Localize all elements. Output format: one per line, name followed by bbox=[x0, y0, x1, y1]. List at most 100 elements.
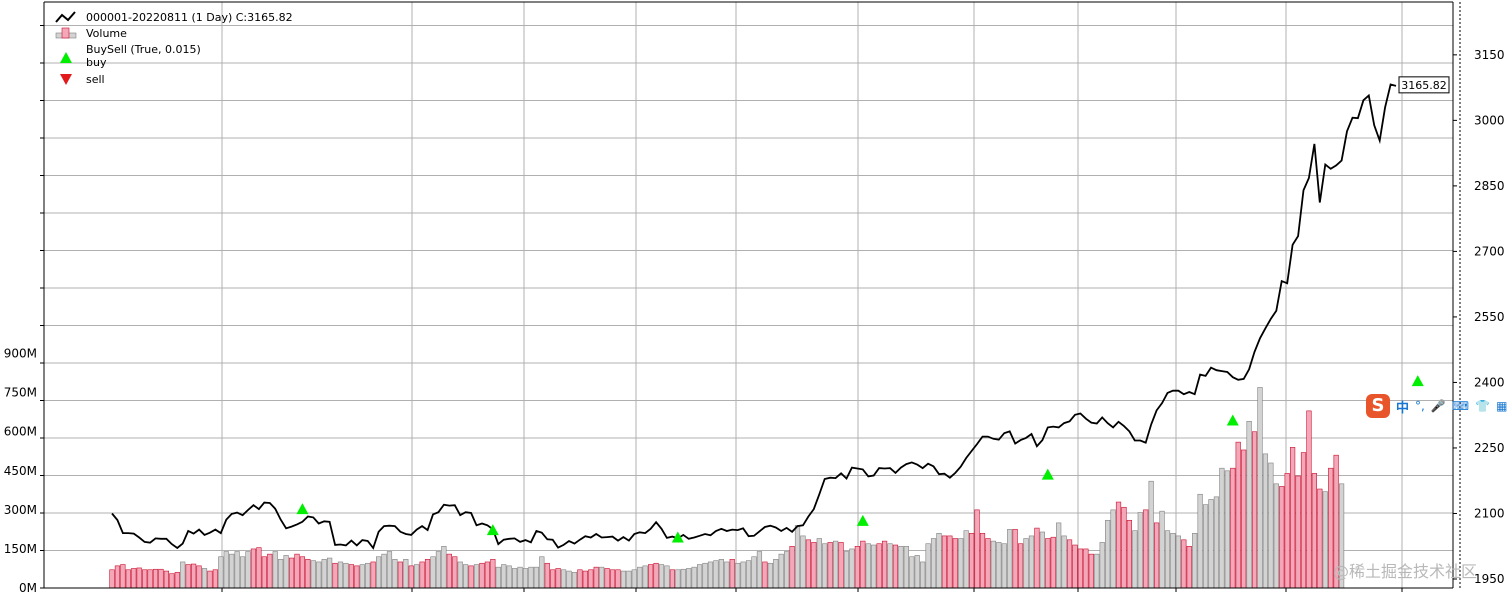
volume-bar bbox=[599, 566, 605, 589]
volume-bar bbox=[473, 564, 480, 589]
price-axis: 1950 2100 2250 2400 2550 2700 2850 3000 3150 bbox=[1453, 48, 1505, 586]
volume-bar bbox=[441, 546, 447, 589]
volume-bar bbox=[1262, 453, 1269, 589]
price-tick-label: 2400 bbox=[1474, 375, 1505, 389]
price-tick-label: 3000 bbox=[1474, 113, 1505, 127]
volume-bar bbox=[1083, 548, 1089, 589]
volume-bar bbox=[642, 565, 648, 589]
volume-bar bbox=[375, 556, 382, 589]
price-tick-label: 2700 bbox=[1474, 244, 1505, 258]
legend: 000001-20220811 (1 Day) C:3165.82 Volume B… bbox=[55, 11, 293, 86]
volume-bar bbox=[125, 569, 131, 589]
volume-bar bbox=[800, 535, 806, 589]
volume-bar bbox=[147, 569, 153, 589]
volume-bar bbox=[142, 569, 148, 589]
volume-bar bbox=[1202, 504, 1209, 589]
volume-bar bbox=[332, 562, 338, 589]
punctuation-icon[interactable]: °, bbox=[1415, 399, 1425, 413]
volume-bar bbox=[180, 561, 186, 589]
volume-bar bbox=[881, 540, 888, 589]
volume-bar bbox=[343, 562, 349, 589]
volume-bar bbox=[767, 562, 773, 589]
volume-bar bbox=[751, 556, 757, 589]
volume-bar bbox=[555, 568, 561, 589]
shirt-icon[interactable]: 👕 bbox=[1475, 399, 1491, 413]
volume-bar bbox=[1154, 522, 1160, 589]
volume-bar bbox=[1115, 501, 1122, 589]
volume-tick-label: 600M bbox=[4, 425, 37, 439]
volume-bar bbox=[794, 525, 801, 589]
volume-bar bbox=[223, 551, 229, 589]
volume-bar bbox=[865, 543, 871, 589]
volume-bar bbox=[550, 569, 556, 589]
volume-bar bbox=[566, 570, 572, 589]
volume-bar bbox=[501, 564, 507, 589]
volume-bar bbox=[588, 569, 594, 589]
volume-bar bbox=[1061, 535, 1067, 589]
volume-bar bbox=[653, 562, 659, 589]
volume-bar bbox=[805, 539, 812, 589]
volume-bar bbox=[316, 561, 322, 589]
volume-bar bbox=[245, 551, 251, 589]
legend-sell-label: sell bbox=[86, 73, 105, 86]
volume-bar bbox=[1017, 543, 1024, 589]
ime-toolbar[interactable]: S 中 °, 🎤 ⌨ 👕 ▦ bbox=[1366, 392, 1512, 420]
volume-bar bbox=[1219, 467, 1225, 589]
volume-bar bbox=[1066, 539, 1073, 589]
volume-bar bbox=[457, 561, 463, 589]
volume-bar bbox=[234, 551, 240, 589]
volume-bar bbox=[707, 561, 714, 589]
buy-marker bbox=[1411, 375, 1424, 387]
microphone-icon[interactable]: 🎤 bbox=[1430, 399, 1446, 413]
volume-bar bbox=[229, 553, 235, 589]
price-tick-label: 2850 bbox=[1474, 179, 1505, 193]
volume-bar bbox=[120, 564, 126, 589]
volume-bar bbox=[609, 569, 616, 589]
volume-bar bbox=[256, 547, 262, 589]
volume-bar bbox=[495, 566, 501, 589]
volume-bar bbox=[430, 556, 436, 589]
volume-bar bbox=[898, 546, 904, 589]
price-tick-label: 2100 bbox=[1474, 506, 1505, 520]
volume-bar bbox=[811, 542, 817, 589]
volume-bar bbox=[1317, 488, 1323, 589]
volume-bar bbox=[680, 568, 686, 589]
volume-bar bbox=[1273, 483, 1279, 589]
volume-bar bbox=[261, 556, 267, 589]
grid bbox=[44, 2, 1453, 589]
volume-bar bbox=[930, 538, 937, 589]
volume-bar bbox=[1181, 539, 1187, 589]
volume-bar bbox=[941, 535, 948, 589]
volume-bar bbox=[1105, 519, 1111, 589]
volume-bar bbox=[321, 559, 327, 589]
ime-mode-label[interactable]: 中 bbox=[1396, 400, 1410, 416]
volume-bar bbox=[1224, 470, 1230, 589]
grid-icon[interactable]: ▦ bbox=[1496, 399, 1508, 413]
buy-marker bbox=[296, 503, 309, 515]
volume-bar bbox=[1121, 506, 1127, 589]
volume-bar bbox=[381, 553, 387, 589]
volume-bar bbox=[136, 567, 142, 589]
volume-bar bbox=[1295, 475, 1301, 589]
volume-bar bbox=[506, 565, 512, 589]
volume-bar bbox=[250, 548, 257, 589]
volume-bar bbox=[1268, 462, 1274, 589]
volume-bar bbox=[463, 564, 469, 589]
volume-bar bbox=[484, 561, 491, 589]
volume-bar bbox=[691, 566, 697, 589]
volume-bar bbox=[740, 561, 746, 589]
volume-bar bbox=[1290, 447, 1296, 589]
legend-buy-icon bbox=[60, 52, 72, 63]
volume-bar bbox=[1039, 531, 1045, 589]
volume-bar bbox=[979, 533, 986, 589]
ime-logo-icon[interactable]: S bbox=[1366, 394, 1390, 418]
volume-bar bbox=[892, 544, 899, 589]
volume-bar bbox=[490, 559, 496, 589]
volume-bar bbox=[582, 570, 588, 589]
volume-bar bbox=[996, 542, 1002, 589]
price-tick-label: 2250 bbox=[1474, 441, 1505, 455]
volume-bar bbox=[1001, 543, 1007, 589]
keyboard-icon[interactable]: ⌨ bbox=[1451, 399, 1470, 413]
volume-bar bbox=[348, 564, 354, 589]
